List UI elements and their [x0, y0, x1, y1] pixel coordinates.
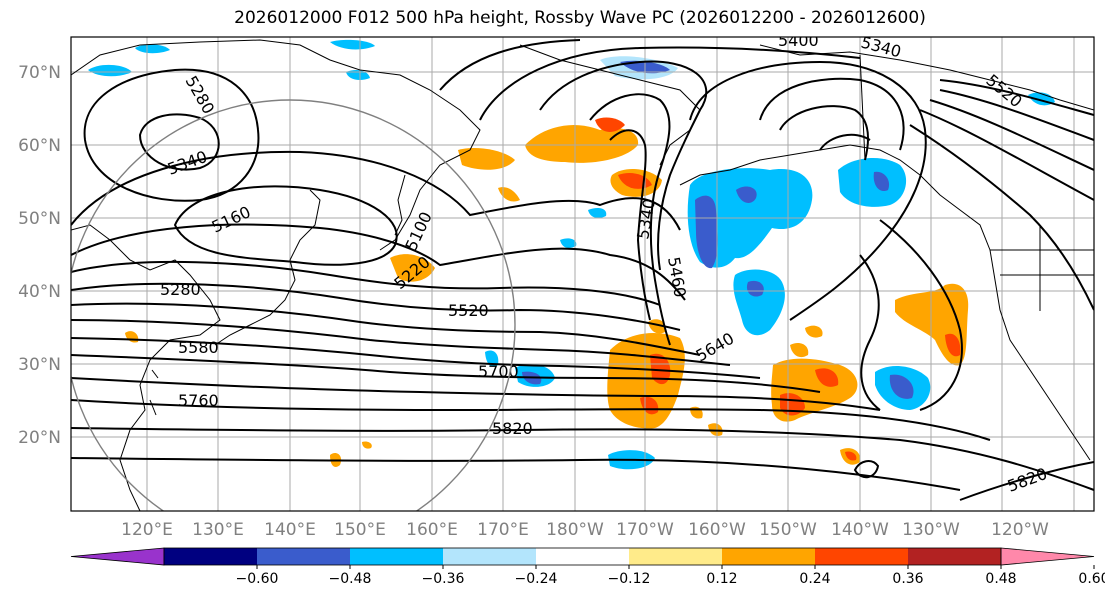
colorbar-tick-label: 0.24: [799, 571, 830, 587]
lon-label: 170°W: [616, 520, 674, 540]
contour-label: 5760: [178, 391, 219, 410]
colorbar-segment: [257, 548, 351, 565]
colorbar-segment: [443, 548, 537, 565]
contour-label: 5700: [478, 362, 519, 381]
colorbar-segment: [908, 548, 1002, 565]
contour-label: 5400: [778, 31, 819, 50]
colorbar: −0.60 −0.48 −0.36 −0.24 −0.12 0.12 0.24 0.36 0.4…: [70, 547, 1105, 587]
colorbar-tick-label: 0.48: [985, 571, 1016, 587]
lat-labels: 70°N 60°N 50°N 40°N 30°N 20°N: [18, 63, 61, 448]
contour-label: 5520: [448, 301, 489, 320]
lon-label: 140°E: [264, 520, 316, 540]
lon-label: 150°W: [759, 520, 817, 540]
colorbar-segment: [629, 548, 723, 565]
lon-label: 150°E: [334, 520, 386, 540]
height-contours: [71, 39, 1094, 501]
region-circle: [71, 99, 516, 511]
lat-label: 50°N: [18, 209, 61, 229]
lon-labels: 120°E 130°E 140°E 150°E 160°E 170°E 180°…: [121, 520, 1049, 540]
colorbar-frame: [163, 547, 1002, 566]
lat-label: 30°N: [18, 355, 61, 375]
colorbar-tick-label: −0.60: [236, 571, 279, 587]
colorbar-tick-label: 0.36: [892, 571, 923, 587]
lon-label: 160°E: [406, 520, 458, 540]
lon-label: 140°W: [831, 520, 889, 540]
map-title: 2026012000 F012 500 hPa height, Rossby W…: [234, 8, 926, 28]
colorbar-segment: [350, 548, 444, 565]
colorbar-segment: [722, 548, 816, 565]
map-frame: [70, 36, 1095, 512]
lat-label: 40°N: [18, 282, 61, 302]
colorbar-segment: [815, 548, 909, 565]
lon-label: 130°W: [902, 520, 960, 540]
contour-label: 5280: [160, 280, 201, 299]
colorbar-segment: [1000, 547, 1095, 566]
anomaly-shading: [88, 39, 1055, 470]
colorbar-tick-label: −0.12: [608, 571, 651, 587]
lat-label: 20°N: [18, 428, 61, 448]
lon-label: 120°E: [121, 520, 173, 540]
lon-label: 160°W: [688, 520, 746, 540]
lat-label: 70°N: [18, 63, 61, 83]
lat-label: 60°N: [18, 136, 61, 156]
colorbar-tick-label: −0.48: [329, 571, 372, 587]
colorbar-segment: [70, 547, 165, 566]
lon-label: 180°W: [546, 520, 604, 540]
colorbar-segment: [164, 548, 258, 565]
lon-label: 130°E: [192, 520, 244, 540]
graticule: [71, 37, 1094, 511]
colorbar-segment: [536, 548, 630, 565]
colorbar-tick-label: 0.60: [1078, 571, 1105, 587]
lon-label: 170°E: [477, 520, 529, 540]
lon-label: 120°W: [991, 520, 1049, 540]
colorbar-tick-label: −0.24: [515, 571, 558, 587]
colorbar-tick-label: −0.36: [422, 571, 465, 587]
map-panel: [71, 37, 1094, 511]
colorbar-tick-label: 0.12: [706, 571, 737, 587]
contour-label: 5580: [178, 338, 219, 357]
contour-label: 5820: [492, 419, 533, 438]
